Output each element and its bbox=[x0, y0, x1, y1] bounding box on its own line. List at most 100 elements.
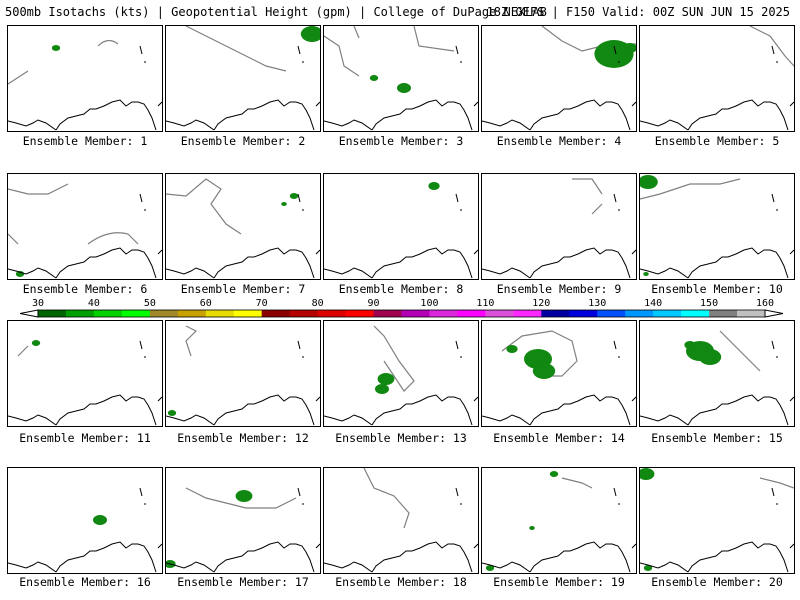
ensemble-map-7 bbox=[165, 173, 321, 280]
coastline bbox=[482, 541, 636, 573]
panel-label: Ensemble Member: 10 bbox=[651, 282, 783, 296]
island-marks bbox=[139, 487, 146, 505]
colorbar-tick-label: 50 bbox=[144, 298, 156, 309]
panel-label: Ensemble Member: 7 bbox=[180, 282, 306, 296]
ensemble-map-6 bbox=[7, 173, 163, 280]
wind-speed-colorbar: 30405060708090100110120130140150160170 bbox=[20, 298, 784, 318]
height-contour bbox=[561, 477, 593, 489]
ensemble-map-4 bbox=[481, 25, 637, 132]
ensemble-map-20 bbox=[639, 467, 795, 574]
height-contour bbox=[17, 345, 29, 357]
coastline bbox=[166, 99, 320, 131]
height-contour bbox=[640, 178, 741, 200]
coastline bbox=[8, 99, 162, 131]
island-marks bbox=[455, 193, 462, 211]
height-contour bbox=[8, 183, 139, 245]
panel-label: Ensemble Member: 18 bbox=[335, 575, 467, 589]
map-canvas bbox=[166, 26, 320, 131]
coastline bbox=[640, 541, 794, 573]
colorbar-swatch bbox=[93, 310, 123, 317]
coastline bbox=[324, 541, 478, 573]
ensemble-map-13 bbox=[323, 320, 479, 427]
map-canvas bbox=[324, 325, 478, 426]
isotach-area bbox=[506, 345, 518, 353]
ensemble-map-14 bbox=[481, 320, 637, 427]
island-marks bbox=[613, 340, 620, 358]
isotach-area bbox=[289, 193, 299, 199]
colorbar-swatch bbox=[38, 310, 67, 317]
panel-label: Ensemble Member: 8 bbox=[338, 282, 464, 296]
coastline bbox=[324, 394, 478, 426]
panel-label: Ensemble Member: 15 bbox=[651, 431, 783, 445]
island-marks bbox=[297, 487, 304, 505]
colorbar-tick-label: 150 bbox=[700, 298, 718, 309]
map-canvas bbox=[8, 487, 162, 573]
map-canvas bbox=[324, 26, 478, 131]
ensemble-map-2 bbox=[165, 25, 321, 132]
colorbar-tick-label: 60 bbox=[200, 298, 212, 309]
colorbar-swatch bbox=[457, 310, 486, 317]
isotach-area bbox=[235, 490, 253, 502]
map-canvas bbox=[8, 340, 162, 426]
panel-label: Ensemble Member: 11 bbox=[19, 431, 151, 445]
isotach-area bbox=[643, 272, 649, 276]
isotach-area bbox=[31, 340, 41, 346]
colorbar-swatch bbox=[261, 310, 291, 317]
coastline bbox=[8, 247, 162, 279]
isotach-area bbox=[397, 83, 411, 93]
panel-label: Ensemble Member: 6 bbox=[22, 282, 148, 296]
ensemble-map-11 bbox=[7, 320, 163, 427]
panel-label: Ensemble Member: 17 bbox=[177, 575, 309, 589]
island-marks bbox=[455, 340, 462, 358]
panel-label: Ensemble Member: 4 bbox=[496, 134, 622, 148]
ensemble-map-15 bbox=[639, 320, 795, 427]
ensemble-map-16 bbox=[7, 467, 163, 574]
colorbar-swatch bbox=[737, 310, 766, 317]
isotach-area bbox=[684, 341, 696, 349]
panel-label: Ensemble Member: 12 bbox=[177, 431, 309, 445]
height-contour bbox=[572, 178, 603, 215]
height-contour bbox=[8, 39, 119, 85]
height-contour bbox=[719, 330, 761, 372]
colorbar-swatch bbox=[541, 310, 570, 317]
colorbar-tick-label: 70 bbox=[256, 298, 268, 309]
isotach-area bbox=[281, 202, 287, 206]
colorbar-swatch bbox=[681, 310, 710, 317]
colorbar-max-arrow bbox=[764, 309, 784, 318]
map-canvas bbox=[324, 182, 478, 279]
colorbar-swatch bbox=[401, 310, 430, 317]
height-contour bbox=[363, 468, 410, 529]
island-marks bbox=[297, 340, 304, 358]
map-canvas bbox=[482, 26, 636, 131]
colorbar-tick-label: 80 bbox=[312, 298, 324, 309]
colorbar-tick-label: 90 bbox=[368, 298, 380, 309]
ensemble-map-5 bbox=[639, 25, 795, 132]
island-marks bbox=[455, 487, 462, 505]
map-canvas bbox=[166, 487, 320, 573]
colorbar-tick-label: 120 bbox=[532, 298, 550, 309]
ensemble-map-1 bbox=[7, 25, 163, 132]
coastline bbox=[640, 99, 794, 131]
isotach-area bbox=[623, 43, 636, 53]
map-canvas bbox=[482, 471, 636, 573]
island-marks bbox=[297, 45, 304, 63]
colorbar-swatch bbox=[429, 310, 458, 317]
map-canvas bbox=[640, 468, 794, 573]
colorbar-tick-label: 130 bbox=[588, 298, 606, 309]
ensemble-map-12 bbox=[165, 320, 321, 427]
coastline bbox=[8, 541, 162, 573]
header: 500mb Isotachs (kts) | Geopotential Heig… bbox=[0, 0, 800, 22]
island-marks bbox=[455, 45, 462, 63]
colorbar-swatch bbox=[233, 310, 263, 317]
island-marks bbox=[771, 45, 778, 63]
ensemble-map-9 bbox=[481, 173, 637, 280]
colorbar-tick-label: 100 bbox=[420, 298, 438, 309]
colorbar-tick-label: 110 bbox=[476, 298, 494, 309]
colorbar-swatch bbox=[485, 310, 514, 317]
height-contour bbox=[759, 477, 794, 489]
ensemble-map-18 bbox=[323, 467, 479, 574]
panel-label: Ensemble Member: 20 bbox=[651, 575, 783, 589]
island-marks bbox=[297, 193, 304, 211]
coastline bbox=[166, 247, 320, 279]
ensemble-map-10 bbox=[639, 173, 795, 280]
